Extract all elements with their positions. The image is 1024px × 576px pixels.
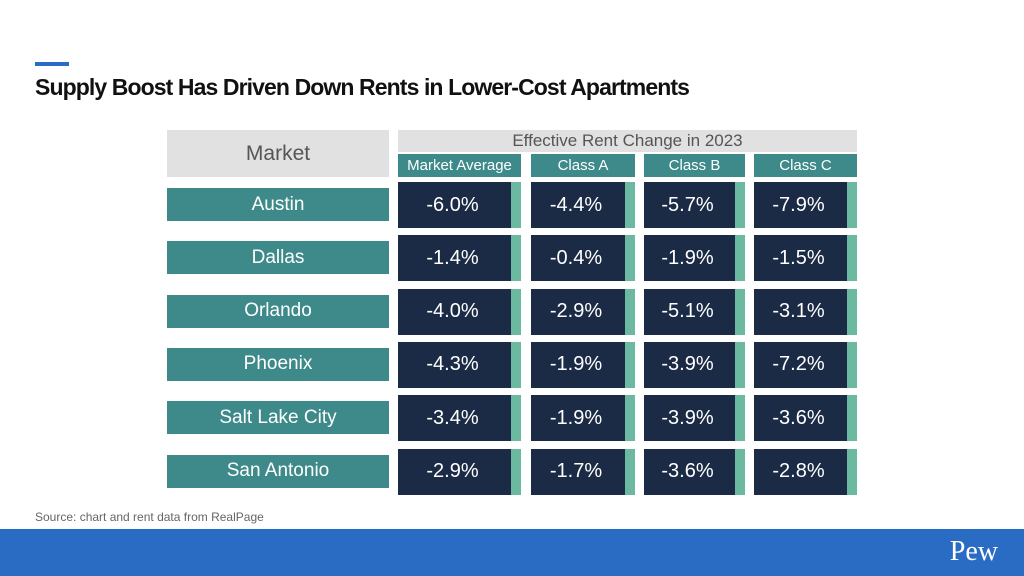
value-cell: -1.7% bbox=[531, 448, 635, 495]
value-cell: -1.5% bbox=[754, 235, 857, 282]
pew-logo: Pew bbox=[949, 536, 998, 567]
value-cell: -1.9% bbox=[531, 395, 635, 442]
value-cell: -3.9% bbox=[644, 395, 745, 442]
market-header: Market bbox=[167, 130, 389, 177]
column-header: Market Average bbox=[398, 154, 521, 177]
market-name: San Antonio bbox=[167, 454, 389, 488]
value-cell: -3.1% bbox=[754, 288, 857, 335]
market-name: Austin bbox=[167, 188, 389, 221]
value-cell: -7.2% bbox=[754, 341, 857, 388]
value-cell: -3.4% bbox=[398, 395, 521, 442]
page-title: Supply Boost Has Driven Down Rents in Lo… bbox=[35, 74, 690, 100]
value-cell: -4.3% bbox=[398, 341, 521, 388]
value-cell: -5.7% bbox=[644, 182, 745, 228]
column-header: Class B bbox=[644, 154, 745, 177]
value-cell: -3.6% bbox=[644, 448, 745, 495]
column-header: Class A bbox=[531, 154, 635, 177]
source-note: Source: chart and rent data from RealPag… bbox=[35, 510, 264, 524]
market-name: Salt Lake City bbox=[167, 401, 389, 435]
group-header: Effective Rent Change in 2023 bbox=[398, 130, 857, 152]
value-cell: -4.0% bbox=[398, 288, 521, 335]
value-cell: -0.4% bbox=[531, 235, 635, 282]
market-name: Dallas bbox=[167, 241, 389, 275]
value-cell: -1.9% bbox=[531, 341, 635, 388]
value-cell: -4.4% bbox=[531, 182, 635, 228]
value-cell: -2.8% bbox=[754, 448, 857, 495]
market-name: Phoenix bbox=[167, 347, 389, 381]
footer-bar: Pew bbox=[0, 529, 1024, 576]
column-header: Class C bbox=[754, 154, 857, 177]
value-cell: -6.0% bbox=[398, 182, 521, 228]
value-cell: -1.4% bbox=[398, 235, 521, 282]
value-cell: -3.6% bbox=[754, 395, 857, 442]
value-cell: -7.9% bbox=[754, 182, 857, 228]
value-cell: -2.9% bbox=[398, 448, 521, 495]
value-cell: -2.9% bbox=[531, 288, 635, 335]
value-cell: -5.1% bbox=[644, 288, 745, 335]
title-accent-bar bbox=[35, 62, 69, 66]
value-cell: -3.9% bbox=[644, 341, 745, 388]
value-cell: -1.9% bbox=[644, 235, 745, 282]
market-name: Orlando bbox=[167, 294, 389, 328]
